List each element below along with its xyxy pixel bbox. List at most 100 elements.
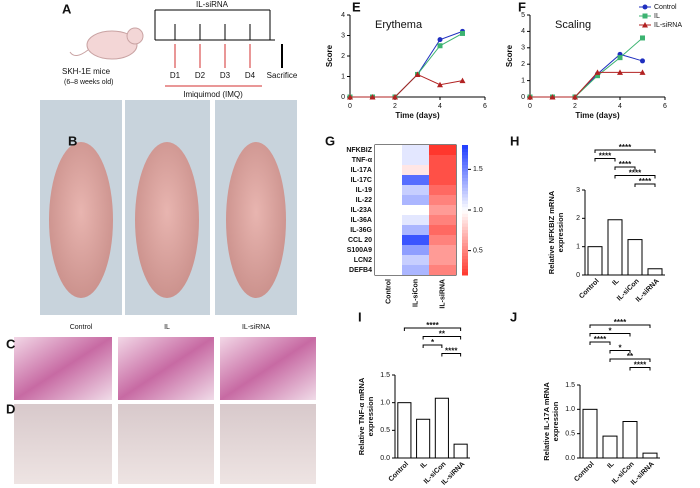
colorbar-step xyxy=(462,197,468,201)
marker xyxy=(527,94,533,100)
significance-bracket xyxy=(594,158,616,162)
colorbar-step xyxy=(462,236,468,240)
x-tick-label: 2 xyxy=(573,103,577,110)
colorbar-step xyxy=(462,226,468,230)
panel-letter: I xyxy=(358,309,362,324)
colorbar-step xyxy=(462,180,468,185)
colorbar-step xyxy=(462,219,468,224)
series-line xyxy=(530,71,643,98)
colorbar-step xyxy=(462,216,468,221)
marker xyxy=(595,73,600,79)
row-label: S100A9 xyxy=(347,247,372,254)
heatmap-cell xyxy=(429,255,456,265)
marker xyxy=(572,94,578,100)
x-tick-label: 4 xyxy=(618,103,622,110)
heatmap-cell xyxy=(375,235,402,245)
colorbar-step xyxy=(462,268,468,273)
y-tick-label: 1.0 xyxy=(380,400,390,407)
x-axis-label: Time (days) xyxy=(395,111,440,120)
y-tick-label: 0 xyxy=(521,94,525,101)
heatmap-cell xyxy=(429,175,456,185)
significance-label: **** xyxy=(445,347,458,356)
y-axis-label: expression xyxy=(366,396,375,436)
heatmap-cell xyxy=(402,155,429,165)
colorbar-step xyxy=(462,151,468,156)
heatmap-cell xyxy=(375,145,402,155)
x-tick-label: Control xyxy=(388,461,411,484)
heatmap-cell xyxy=(402,215,429,225)
heatmap-cell xyxy=(375,175,402,185)
marker xyxy=(437,43,443,49)
significance-bracket xyxy=(441,353,462,357)
series-line xyxy=(350,33,463,98)
he-image xyxy=(118,337,214,400)
y-tick-label: 2 xyxy=(521,61,525,68)
chart-title: Scaling xyxy=(555,19,591,31)
heatmap-cell xyxy=(429,245,456,255)
marker xyxy=(459,77,466,84)
row-label: IL-22 xyxy=(356,197,372,204)
day-label: D4 xyxy=(245,71,256,80)
y-axis-label: Relative TNF-α mRNA xyxy=(357,377,366,455)
bar xyxy=(627,239,643,276)
x-tick-label: Control xyxy=(573,461,596,484)
heatmap-cell xyxy=(402,165,429,175)
bar xyxy=(582,408,598,459)
marker xyxy=(437,37,443,43)
marker xyxy=(642,4,648,10)
bar xyxy=(416,418,431,459)
colorbar-step xyxy=(462,242,468,247)
heatmap-cell xyxy=(375,215,402,225)
sirna-arrows xyxy=(174,24,251,40)
colorbar-step xyxy=(462,174,468,178)
heatmap-cell xyxy=(402,195,429,205)
significance-label: **** xyxy=(619,143,632,152)
colorbar-step xyxy=(462,239,468,243)
mouse-head xyxy=(126,27,144,45)
row-label: TNF-α xyxy=(352,157,373,164)
heatmap-cell xyxy=(402,205,429,215)
colorbar-step xyxy=(462,252,468,256)
heatmap-cell xyxy=(402,265,429,275)
significance-bracket xyxy=(609,350,631,354)
mouse-tail xyxy=(69,49,89,56)
significance-bracket xyxy=(614,175,656,179)
y-tick-label: 3 xyxy=(521,45,525,52)
colorbar-label: 0.5 xyxy=(473,247,483,254)
heatmap-cell xyxy=(375,205,402,215)
x-tick-label: 6 xyxy=(663,103,667,110)
significance-bracket xyxy=(589,341,611,345)
colorbar-step xyxy=(462,265,468,269)
colorbar-step xyxy=(462,193,468,198)
panel-letter: J xyxy=(510,309,517,324)
y-tick-label: 5 xyxy=(521,12,525,19)
sacrifice-label: Sacrifice xyxy=(267,71,298,80)
mouse-photos xyxy=(40,100,297,315)
mouse xyxy=(135,142,199,298)
colorbar-step xyxy=(462,164,468,169)
colorbar-step xyxy=(462,249,468,253)
heatmap-cell xyxy=(402,185,429,195)
y-tick-label: 1.0 xyxy=(565,406,575,413)
y-axis-label: expression xyxy=(556,212,565,252)
column-label: Control xyxy=(385,279,392,304)
schematic xyxy=(69,9,283,87)
y-tick-label: 0.5 xyxy=(380,427,390,434)
significance-bracket xyxy=(634,183,656,187)
colorbar-step xyxy=(462,145,468,149)
y-tick-label: 1.5 xyxy=(565,382,575,389)
y-axis-label: expression xyxy=(551,401,560,441)
colorbar-step xyxy=(462,245,468,250)
mouse-icon xyxy=(86,30,138,60)
heatmap-cell xyxy=(375,225,402,235)
panel-letter: G xyxy=(325,133,335,148)
bar xyxy=(397,402,412,459)
heatmap-cell xyxy=(429,205,456,215)
x-tick-label: 0 xyxy=(528,103,532,110)
imq-label: Imiquimod (IMQ) xyxy=(183,90,243,99)
colorbar-step xyxy=(462,154,468,159)
colorbar-step xyxy=(462,229,468,234)
y-tick-label: 4 xyxy=(341,12,345,19)
heatmap-cell xyxy=(375,195,402,205)
marker xyxy=(640,35,645,41)
